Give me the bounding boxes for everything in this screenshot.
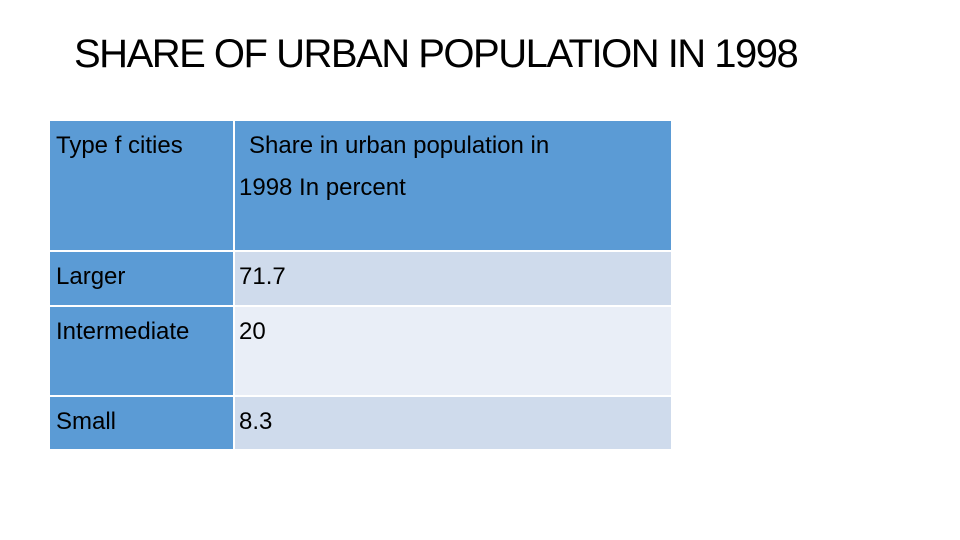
row-share-value: 8.3 bbox=[239, 408, 273, 435]
row-share-cell: 20 bbox=[233, 305, 673, 397]
row-type-label: Larger bbox=[56, 263, 126, 290]
table-row: Larger 71.7 bbox=[48, 250, 673, 307]
table-row: Intermediate 20 bbox=[48, 305, 673, 397]
row-share-cell: 71.7 bbox=[233, 250, 673, 307]
header-cell-share: Share in urban population in 1998 In per… bbox=[233, 119, 673, 252]
row-share-value: 20 bbox=[239, 318, 266, 345]
header-cell-type: Type f cities bbox=[48, 119, 235, 252]
table-row: Small 8.3 bbox=[48, 395, 673, 451]
row-type-label: Intermediate bbox=[56, 318, 190, 345]
header-type-label: Type f cities bbox=[56, 132, 183, 159]
row-share-cell: 8.3 bbox=[233, 395, 673, 451]
row-type-cell: Small bbox=[48, 395, 235, 451]
row-type-cell: Larger bbox=[48, 250, 235, 307]
header-share-label-line1: Share in urban population in bbox=[249, 132, 550, 159]
urban-population-table: Type f cities Share in urban population … bbox=[48, 119, 673, 451]
header-share-label-line2: 1998 In percent bbox=[239, 174, 406, 201]
table-header-row: Type f cities Share in urban population … bbox=[48, 119, 673, 252]
row-share-value: 71.7 bbox=[239, 263, 286, 290]
row-type-label: Small bbox=[56, 408, 117, 435]
row-type-cell: Intermediate bbox=[48, 305, 235, 397]
slide-title: SHARE OF URBAN POPULATION IN 1998 bbox=[74, 32, 799, 76]
